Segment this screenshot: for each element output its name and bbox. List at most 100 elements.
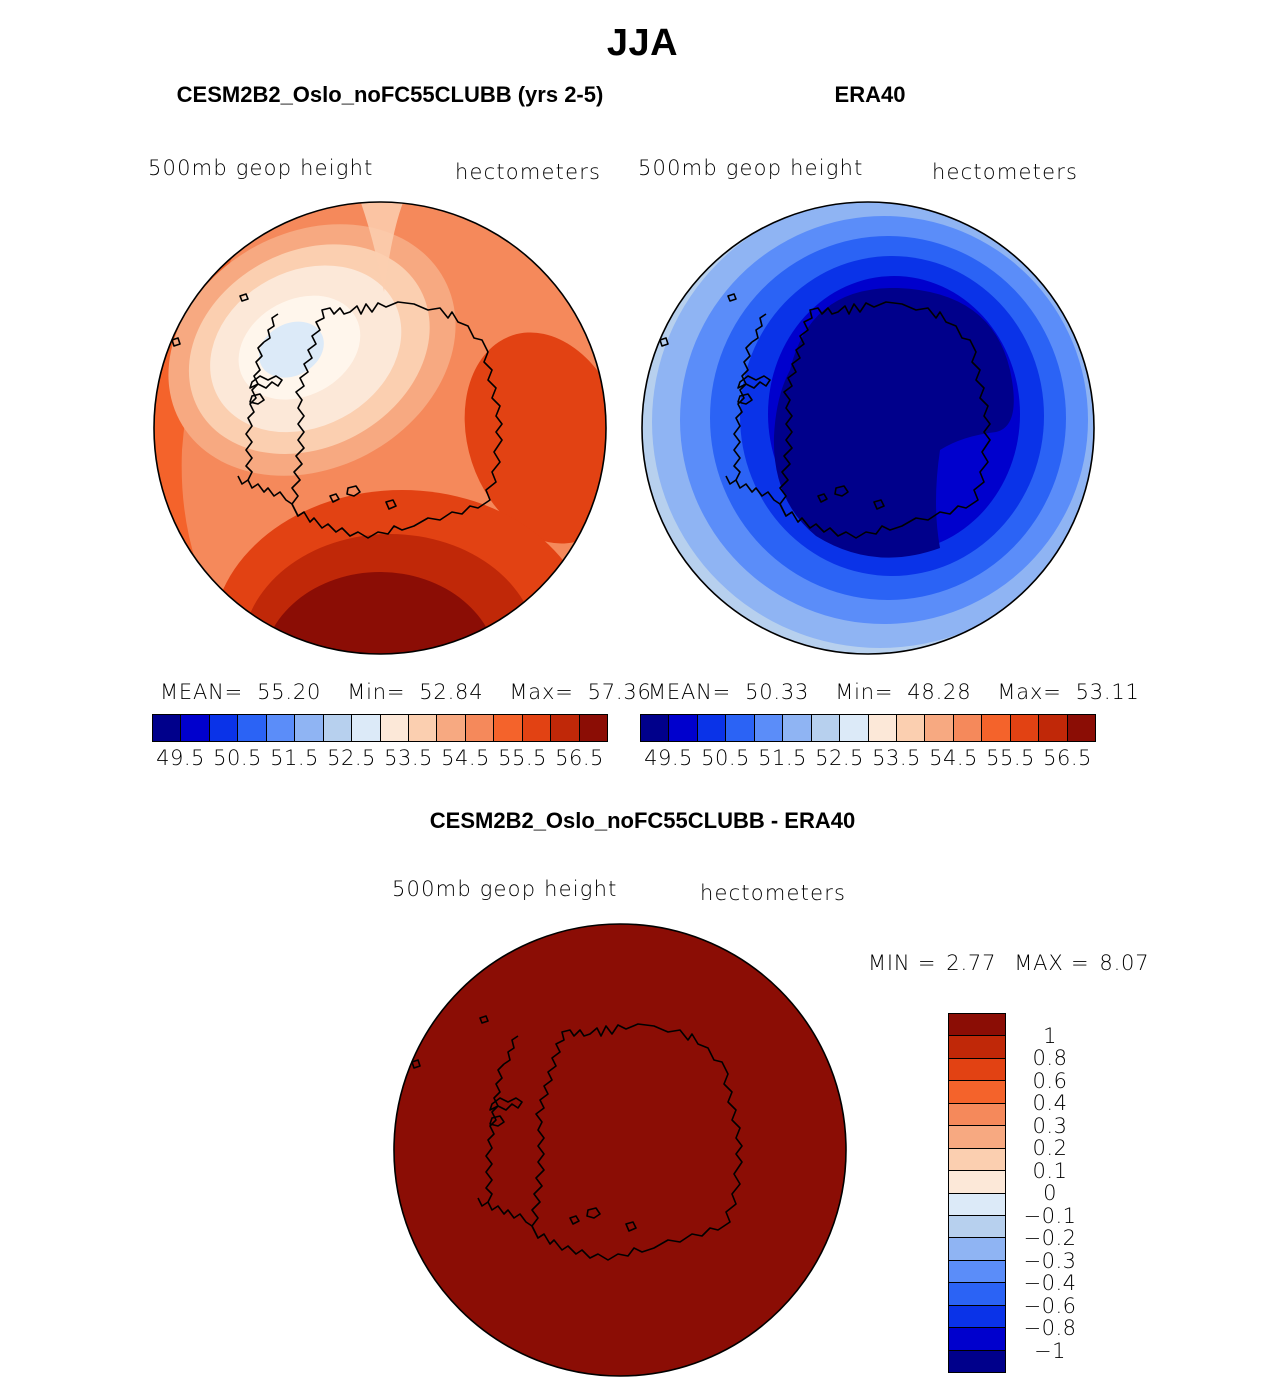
colorbar-cell-9 [408,715,438,741]
obs-colorbar: 49.5 50.5 51.5 52.5 53.5 54.5 55.5 56.5 [640,714,1096,776]
colorbar-cell-12 [982,715,1011,741]
colorbar-cell-0 [641,715,670,741]
difference-stats-row: MIN = 2.77 MAX = 8.07 [868,951,1167,975]
vcolorbar-cell-10 [949,1238,1005,1261]
colorbar-cell-2 [209,715,239,741]
colorbar-tick-2: 51.5 [758,746,807,770]
colorbar-tick-0: 49.5 [644,746,693,770]
difference-colorbar-ticks: 1 0.8 0.6 0.4 0.3 0.2 0.1 0 −0.1 −0.2 −0.3 −0.4 −0.6… [1010,1013,1130,1375]
model-colorbar-strip [152,714,608,742]
vcolorbar-tick-7: 0 [1043,1181,1057,1205]
vcolorbar-cell-15 [949,1350,1005,1372]
vcolorbar-tick-9: −0.2 [1023,1226,1077,1250]
vcolorbar-cell-5 [949,1126,1005,1149]
vcolorbar-tick-13: −0.8 [1023,1316,1077,1340]
colorbar-cell-13 [1010,715,1040,741]
obs-min-value: 48.28 [907,680,972,704]
model-max-label: Max= [509,680,574,704]
obs-polar-map [641,201,1095,655]
colorbar-cell-7 [352,715,381,741]
colorbar-tick-3: 52.5 [327,746,376,770]
vcolorbar-tick-5: 0.2 [1032,1136,1068,1160]
difference-min-label: MIN = [868,951,937,975]
vcolorbar-cell-9 [949,1215,1005,1239]
obs-panel-title: ERA40 [834,82,906,107]
difference-colorbar-strip [948,1013,1006,1373]
colorbar-cell-15 [1067,715,1095,741]
colorbar-cell-9 [896,715,926,741]
model-polar-map [153,201,607,655]
vcolorbar-cell-14 [949,1328,1005,1351]
model-variable-label: 500mb geop height [148,156,374,180]
vcolorbar-cell-2 [949,1058,1005,1082]
colorbar-cell-12 [494,715,523,741]
vcolorbar-tick-2: 0.6 [1032,1068,1068,1093]
colorbar-cell-2 [697,715,727,741]
model-unit-label: hectometers [455,160,602,184]
colorbar-cell-6 [323,715,353,741]
vcolorbar-cell-7 [949,1171,1005,1194]
obs-colorbar-ticks: 49.5 50.5 51.5 52.5 53.5 54.5 55.5 56.5 [640,746,1096,776]
difference-min-value: 2.77 [946,951,997,975]
model-max-value: 57.36 [587,680,652,704]
obs-max-label: Max= [997,680,1062,704]
colorbar-cell-5 [295,715,324,741]
colorbar-tick-4: 53.5 [872,746,921,770]
model-mean-value: 55.20 [257,680,322,704]
vcolorbar-cell-11 [949,1260,1005,1284]
colorbar-cell-5 [783,715,812,741]
colorbar-cell-14 [1039,715,1068,741]
vcolorbar-cell-8 [949,1193,1005,1216]
vcolorbar-cell-0 [949,1014,1005,1037]
model-mean-label: MEAN= [160,680,244,704]
colorbar-tick-6: 55.5 [986,746,1035,770]
colorbar-cell-15 [579,715,607,741]
difference-panel-title: CESM2B2_Oslo_noFC55CLUBB - ERA40 [429,808,856,833]
difference-max-value: 8.07 [1099,951,1150,975]
colorbar-cell-8 [868,715,897,741]
model-panel-title: CESM2B2_Oslo_noFC55CLUBB (yrs 2-5) [176,82,604,107]
vcolorbar-tick-12: −0.6 [1023,1293,1077,1318]
vcolorbar-tick-0: 1 [1043,1023,1057,1048]
vcolorbar-tick-8: −0.1 [1023,1203,1077,1228]
colorbar-cell-7 [840,715,869,741]
obs-mean-label: MEAN= [648,680,732,704]
colorbar-tick-5: 54.5 [929,746,978,770]
obs-mean-value: 50.33 [745,680,810,704]
obs-colorbar-strip [640,714,1096,742]
colorbar-cell-10 [925,715,954,741]
vcolorbar-tick-3: 0.4 [1032,1091,1068,1115]
colorbar-tick-5: 54.5 [441,746,490,770]
colorbar-tick-2: 51.5 [270,746,319,770]
colorbar-tick-0: 49.5 [156,746,205,770]
vcolorbar-cell-6 [949,1148,1005,1172]
colorbar-tick-1: 50.5 [213,746,262,770]
season-title: JJA [606,22,679,64]
difference-max-label: MAX = [1014,951,1090,975]
model-stats-row: MEAN= 55.20 Min= 52.84 Max= 57.36 [160,680,678,704]
difference-variable-label: 500mb geop height [392,877,618,901]
colorbar-cell-1 [669,715,698,741]
obs-min-label: Min= [835,680,894,704]
difference-polar-map [393,923,847,1377]
colorbar-cell-3 [238,715,267,741]
colorbar-cell-10 [437,715,466,741]
model-colorbar-ticks: 49.5 50.5 51.5 52.5 53.5 54.5 55.5 56.5 [152,746,608,776]
colorbar-cell-4 [266,715,296,741]
colorbar-cell-0 [153,715,182,741]
vcolorbar-tick-11: −0.4 [1023,1271,1077,1295]
colorbar-cell-11 [953,715,983,741]
vcolorbar-tick-1: 0.8 [1032,1046,1068,1070]
colorbar-tick-3: 52.5 [815,746,864,770]
vcolorbar-cell-12 [949,1283,1005,1306]
colorbar-tick-1: 50.5 [701,746,750,770]
vcolorbar-cell-13 [949,1305,1005,1329]
vcolorbar-tick-6: 0.1 [1032,1158,1068,1183]
vcolorbar-cell-1 [949,1036,1005,1059]
obs-max-value: 53.11 [1075,680,1140,704]
difference-map-fill [393,923,847,1377]
colorbar-cell-3 [726,715,755,741]
vcolorbar-tick-14: −1 [1034,1338,1066,1363]
vcolorbar-cell-4 [949,1103,1005,1127]
colorbar-tick-7: 56.5 [555,746,604,770]
